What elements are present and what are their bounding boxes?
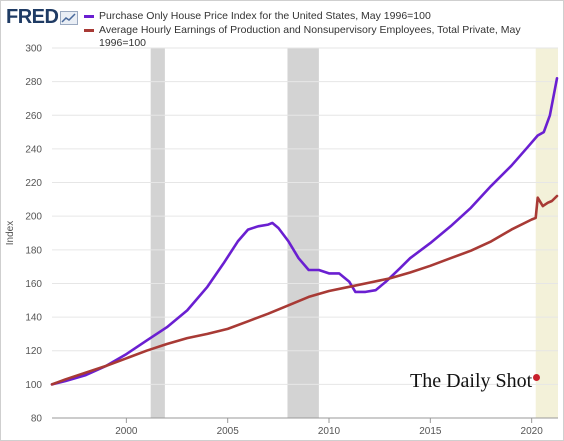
legend-label-hourly-earnings: Average Hourly Earnings of Production an… <box>99 24 521 49</box>
y-tick-label-280: 280 <box>25 77 42 88</box>
watermark-text: The Daily Shot <box>410 370 533 392</box>
fred-logo[interactable]: FRED <box>6 6 79 29</box>
x-tick-label-2015: 2015 <box>419 426 442 437</box>
fred-logo-text: FRED <box>6 6 59 28</box>
x-tick-label-2010: 2010 <box>318 426 341 437</box>
y-tick-label-140: 140 <box>25 313 42 324</box>
y-tick-label-200: 200 <box>25 212 42 223</box>
recession-band-2 <box>287 48 319 418</box>
legend-label-house-price: Purchase Only House Price Index for the … <box>99 10 431 22</box>
chart-line-icon <box>60 10 79 25</box>
legend: Purchase Only House Price Index for the … <box>84 10 524 51</box>
legend-item-hourly-earnings[interactable]: Average Hourly Earnings of Production an… <box>84 24 524 50</box>
series-line-hourly-earnings <box>50 194 559 386</box>
y-tick-label-220: 220 <box>25 178 42 189</box>
legend-swatch-house-price <box>84 15 94 18</box>
registered-mark-icon <box>533 374 541 381</box>
x-tick-label-2000: 2000 <box>115 426 138 437</box>
y-tick-label-300: 300 <box>25 44 42 55</box>
x-tick-label-2005: 2005 <box>217 426 240 437</box>
y-tick-label-120: 120 <box>25 346 42 357</box>
daily-shot-watermark: The Daily Shot <box>410 370 541 393</box>
y-tick-label-80: 80 <box>31 414 43 425</box>
y-tick-label-160: 160 <box>25 279 42 290</box>
y-tick-label-260: 260 <box>25 111 42 122</box>
legend-swatch-hourly-earnings <box>84 29 94 32</box>
y-tick-label-100: 100 <box>25 380 42 391</box>
x-tick-label-2020: 2020 <box>521 426 544 437</box>
y-tick-label-180: 180 <box>25 245 42 256</box>
highlight-band <box>535 48 558 418</box>
series-line-house-price <box>50 77 559 386</box>
legend-item-house-price[interactable]: Purchase Only House Price Index for the … <box>84 10 524 23</box>
y-axis-label: Index <box>5 221 16 245</box>
y-tick-label-240: 240 <box>25 144 42 155</box>
recession-band-1 <box>150 48 165 418</box>
